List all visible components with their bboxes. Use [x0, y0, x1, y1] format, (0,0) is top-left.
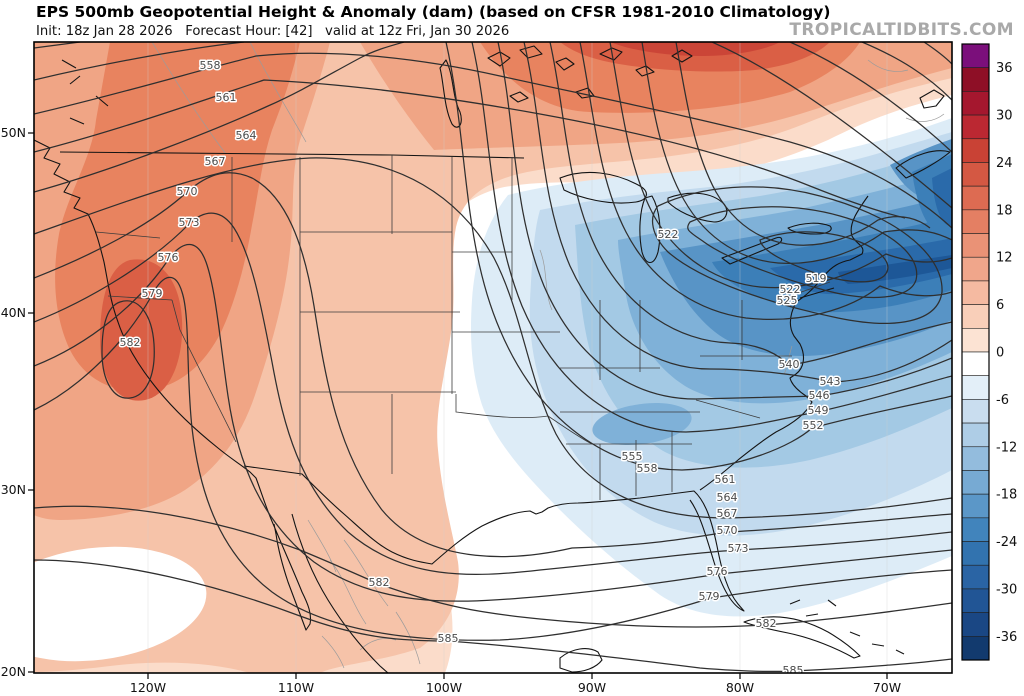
colorbar-cell	[962, 542, 989, 566]
colorbar-tick-label: 6	[996, 298, 1004, 313]
colorbar-cell	[962, 91, 989, 115]
colorbar-cell	[962, 494, 989, 518]
contour-label-519: 519	[806, 272, 827, 285]
contour-label-573: 573	[728, 542, 749, 555]
colorbar-cell	[962, 68, 989, 92]
contour-label-582: 582	[369, 576, 390, 589]
colorbar-cell	[962, 352, 989, 376]
colorbar-cell	[962, 44, 989, 68]
contour-label-552: 552	[803, 419, 824, 432]
colorbar-tick-label: -24	[996, 535, 1017, 550]
contour-label-576: 576	[707, 565, 728, 578]
colorbar-tick-label: -30	[996, 582, 1017, 597]
colorbar-cell	[962, 305, 989, 329]
lon-tick-label: 110W	[278, 680, 314, 695]
contour-label-567: 567	[717, 507, 738, 520]
lon-tick-label: 120W	[130, 680, 166, 695]
colorbar-cell	[962, 186, 989, 210]
colorbar-cell	[962, 210, 989, 234]
colorbar-tick-label: 0	[996, 346, 1004, 361]
contour-label-558: 558	[200, 59, 221, 72]
colorbar-tick-label: 36	[996, 61, 1013, 76]
colorbar-tick-label: -12	[996, 440, 1017, 455]
colorbar-cell	[962, 470, 989, 494]
lon-tick-label: 100W	[426, 680, 462, 695]
colorbar-tick-label: -18	[996, 488, 1017, 503]
lat-tick-label: 50N	[1, 125, 26, 140]
contour-label-522: 522	[658, 228, 679, 241]
contour-label-579: 579	[142, 287, 163, 300]
contour-label-585: 585	[783, 664, 804, 677]
page-title: EPS 500mb Geopotential Height & Anomaly …	[36, 3, 830, 21]
longitude-axis: 120W 110W 100W 90W 80W 70W	[130, 673, 901, 695]
lat-tick-label: 30N	[1, 482, 26, 497]
colorbar-cell	[962, 328, 989, 352]
contour-label-558: 558	[637, 462, 658, 475]
anomaly-colorbar: 36 30 24 18 12 6 0 -6 -12 -18 -24 -30 -36	[962, 44, 1017, 660]
colorbar-cell	[962, 613, 989, 637]
lat-tick-label: 20N	[1, 664, 26, 679]
contour-label-564: 564	[236, 129, 257, 142]
colorbar-tick-label: 12	[996, 251, 1013, 266]
contour-label-549: 549	[808, 404, 829, 417]
colorbar-cell	[962, 447, 989, 471]
lon-tick-label: 90W	[578, 680, 606, 695]
lon-tick-label: 70W	[873, 680, 901, 695]
colorbar-cell	[962, 376, 989, 400]
colorbar-cell	[962, 636, 989, 660]
contour-label-570: 570	[177, 185, 198, 198]
colorbar-cell	[962, 518, 989, 542]
contour-label-579: 579	[699, 590, 720, 603]
map-canvas: 5585615645675705735765795825825855225195…	[0, 0, 1024, 696]
contour-label-561: 561	[715, 473, 736, 486]
colorbar-cell	[962, 589, 989, 613]
watermark: TROPICALTIDBITS.COM	[789, 20, 1014, 40]
contour-label-543: 543	[820, 375, 841, 388]
contour-label-585: 585	[438, 632, 459, 645]
colorbar-cell	[962, 234, 989, 258]
colorbar-cell	[962, 565, 989, 589]
contour-label-567: 567	[205, 155, 226, 168]
init-forecast-line: Init: 18z Jan 28 2026 Forecast Hour: [42…	[36, 24, 509, 39]
contour-label-540: 540	[779, 358, 800, 371]
colorbar-cell	[962, 423, 989, 447]
weather-map-page: EPS 500mb Geopotential Height & Anomaly …	[0, 0, 1024, 696]
colorbar-tick-label: -36	[996, 630, 1017, 645]
colorbar-cell	[962, 139, 989, 163]
colorbar-tick-label: 30	[996, 109, 1013, 124]
map-plot-area: 5585615645675705735765795825825855225195…	[0, 42, 952, 677]
colorbar-cell	[962, 281, 989, 305]
colorbar-cell	[962, 257, 989, 281]
contour-label-570: 570	[717, 524, 738, 537]
contour-label-564: 564	[717, 491, 738, 504]
contour-label-546: 546	[809, 389, 830, 402]
colorbar-tick-label: -6	[996, 393, 1009, 408]
colorbar-cell	[962, 162, 989, 186]
contour-label-561: 561	[216, 91, 237, 104]
contour-label-576: 576	[158, 251, 179, 264]
contour-label-582: 582	[120, 336, 141, 349]
colorbar-cell	[962, 399, 989, 423]
colorbar-cell	[962, 115, 989, 139]
lon-tick-label: 80W	[726, 680, 754, 695]
latitude-axis: 50N 40N 30N 20N	[1, 125, 34, 679]
contour-label-525: 525	[777, 294, 798, 307]
colorbar-tick-label: 18	[996, 203, 1013, 218]
contour-label-582: 582	[756, 617, 777, 630]
colorbar-tick-label: 24	[996, 156, 1013, 171]
contour-label-573: 573	[179, 216, 200, 229]
lat-tick-label: 40N	[1, 305, 26, 320]
